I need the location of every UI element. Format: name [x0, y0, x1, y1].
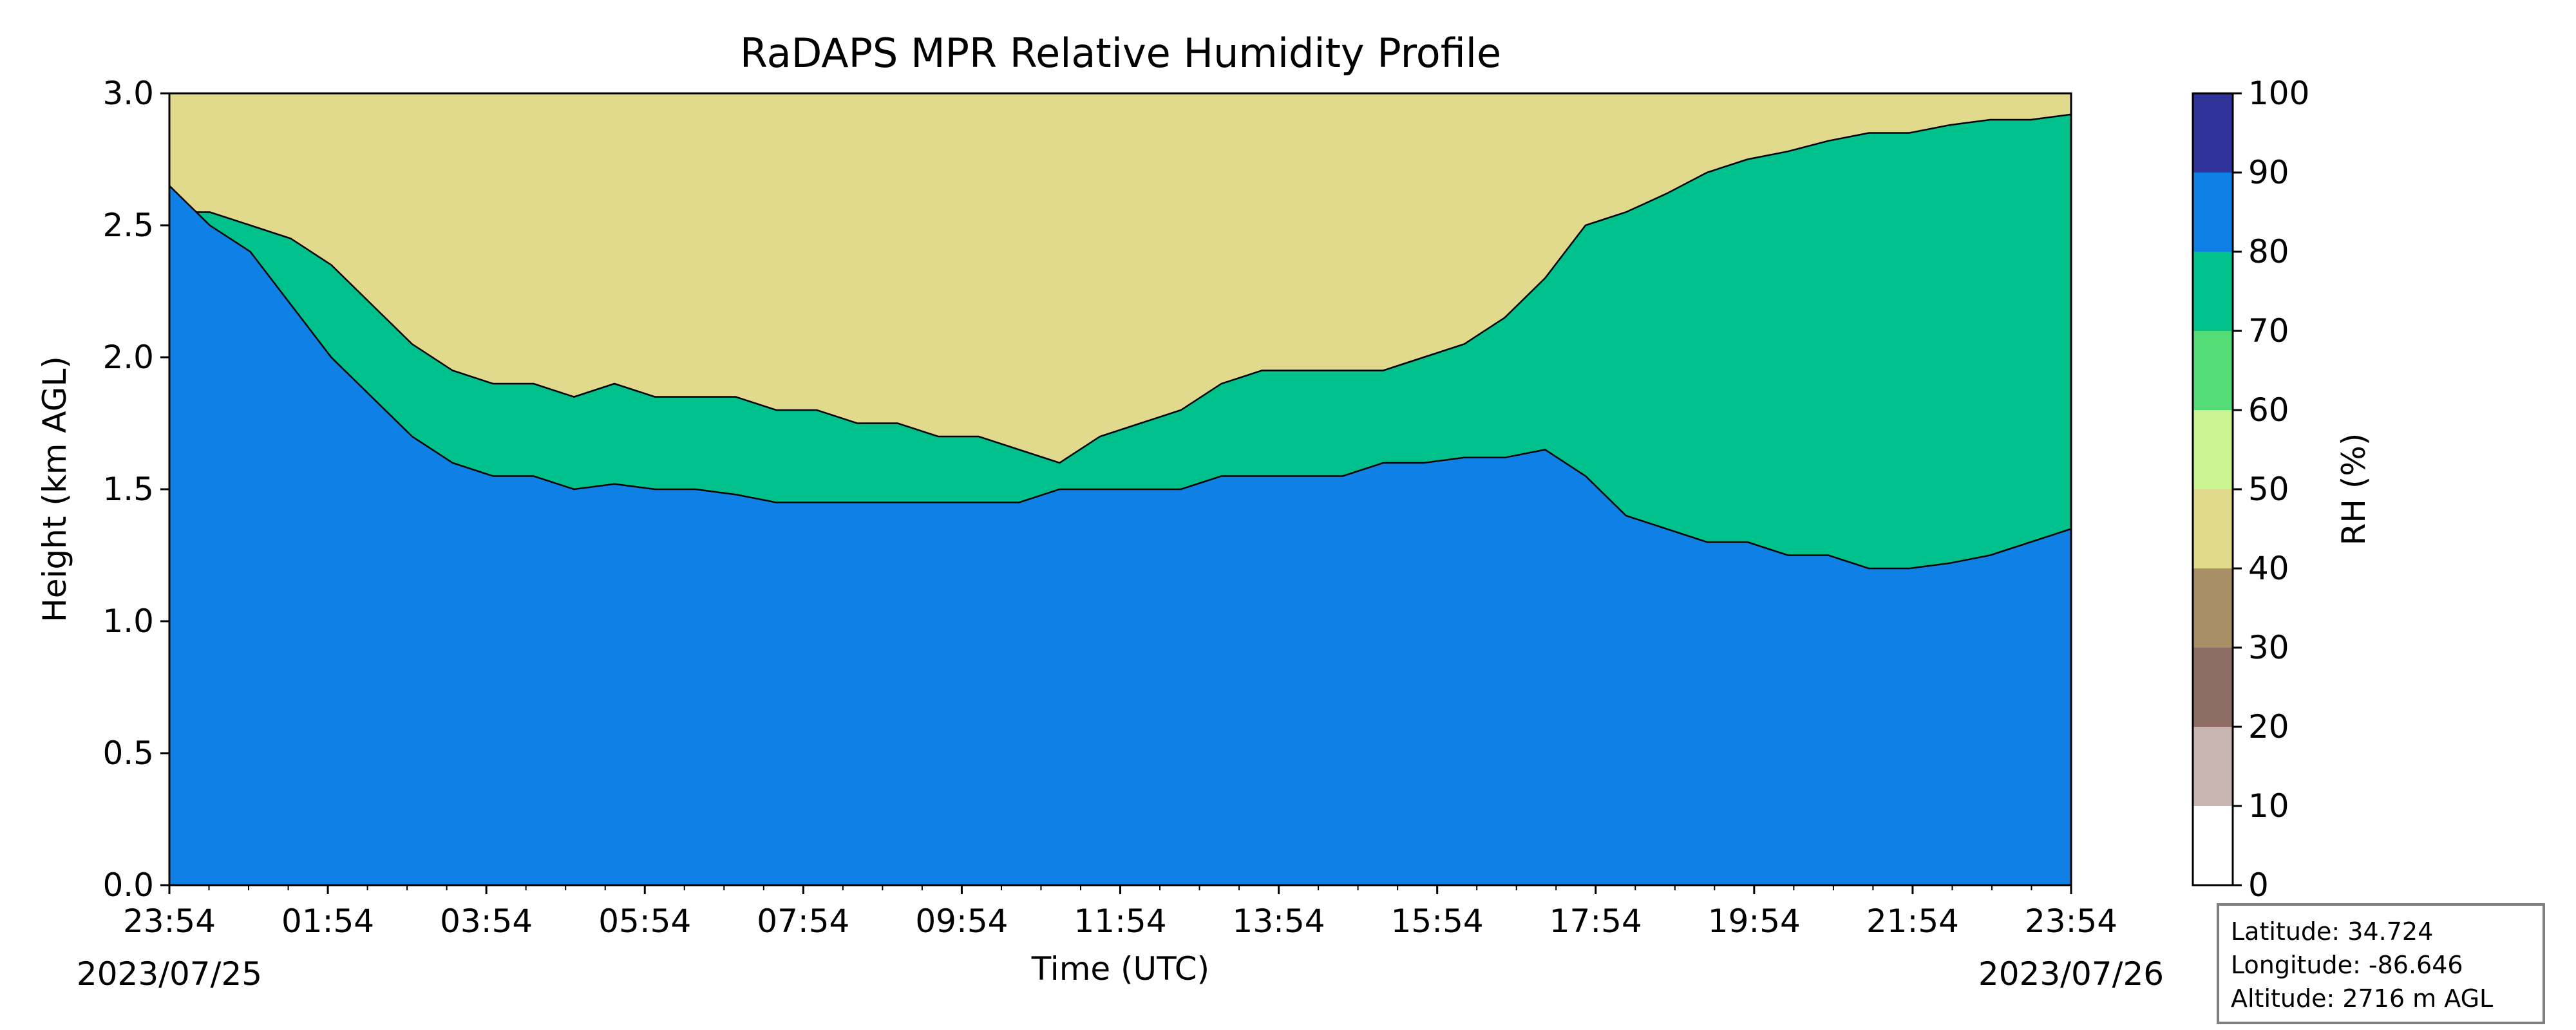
x-axis: 23:54 01:54 03:54 05:54 07:54 09:54 11:54 13:54… — [123, 885, 2117, 940]
contour-bands — [169, 113, 2071, 885]
x-tick-label: 05:54 — [598, 903, 691, 940]
x-tick-label: 11:54 — [1074, 903, 1166, 940]
latitude-text: Latitude: 34.724 — [2231, 917, 2434, 946]
colorbar-tick-label: 0 — [2248, 866, 2269, 904]
y-axis: 0.0 0.5 1.0 1.5 2.0 2.5 3.0 — [102, 75, 169, 904]
colorbar-segment — [2193, 489, 2233, 568]
y-tick-label: 1.5 — [102, 471, 154, 508]
x-tick-label: 03:54 — [440, 903, 533, 940]
colorbar-segment — [2193, 648, 2233, 727]
colorbar-tick-label: 30 — [2248, 629, 2289, 666]
colorbar-segment — [2193, 568, 2233, 648]
contour-band-80-90 — [169, 184, 2071, 885]
colorbar-label: RH (%) — [2335, 433, 2372, 546]
colorbar-segment — [2193, 252, 2233, 331]
y-tick-label: 0.5 — [102, 735, 154, 772]
y-tick-label: 1.0 — [102, 603, 154, 640]
y-tick-label: 2.0 — [102, 339, 154, 376]
x-tick-label: 07:54 — [757, 903, 849, 940]
y-axis-label: Height (km AGL) — [36, 356, 73, 623]
station-info-box: Latitude: 34.724 Longitude: -86.646 Alti… — [2217, 903, 2545, 1024]
longitude-text: Longitude: -86.646 — [2231, 951, 2463, 979]
x-tick-label: 13:54 — [1233, 903, 1325, 940]
colorbar-tick-label: 40 — [2248, 550, 2289, 587]
colorbar-tick-label: 60 — [2248, 391, 2289, 429]
colorbar-segment — [2193, 806, 2233, 885]
colorbar-tick-label: 20 — [2248, 708, 2289, 745]
colorbar-tick-label: 100 — [2248, 75, 2309, 112]
colorbar-segment — [2193, 331, 2233, 410]
x-tick-label: 21:54 — [1866, 903, 1959, 940]
plot-area — [169, 93, 2071, 885]
x-tick-label: 01:54 — [281, 903, 374, 940]
colorbar-segment — [2193, 93, 2233, 173]
x-tick-label: 23:54 — [2025, 903, 2117, 940]
y-tick-label: 3.0 — [102, 75, 154, 112]
colorbar-segment — [2193, 410, 2233, 489]
colorbar-tick-label: 80 — [2248, 233, 2289, 270]
altitude-text: Altitude: 2716 m AGL — [2231, 984, 2494, 1013]
colorbar-segment — [2193, 173, 2233, 252]
x-tick-label: 15:54 — [1391, 903, 1484, 940]
x-tick-label: 23:54 — [123, 903, 216, 940]
colorbar-segment — [2193, 727, 2233, 806]
x-tick-label: 09:54 — [915, 903, 1008, 940]
colorbar-tick-label: 50 — [2248, 471, 2289, 508]
colorbar: 0 10 20 30 40 50 60 70 80 90 100 — [2192, 75, 2309, 904]
x-tick-label: 17:54 — [1549, 903, 1642, 940]
y-tick-label: 2.5 — [102, 207, 154, 244]
end-date-label: 2023/07/26 — [1978, 955, 2164, 993]
colorbar-tick-label: 90 — [2248, 154, 2289, 191]
chart-title: RaDAPS MPR Relative Humidity Profile — [740, 30, 1501, 77]
x-tick-label: 19:54 — [1708, 903, 1801, 940]
colorbar-tick-label: 10 — [2248, 787, 2289, 825]
colorbar-tick-label: 70 — [2248, 312, 2289, 350]
start-date-label: 2023/07/25 — [77, 955, 262, 993]
y-tick-label: 0.0 — [102, 866, 154, 904]
x-axis-label: Time (UTC) — [1031, 950, 1209, 988]
